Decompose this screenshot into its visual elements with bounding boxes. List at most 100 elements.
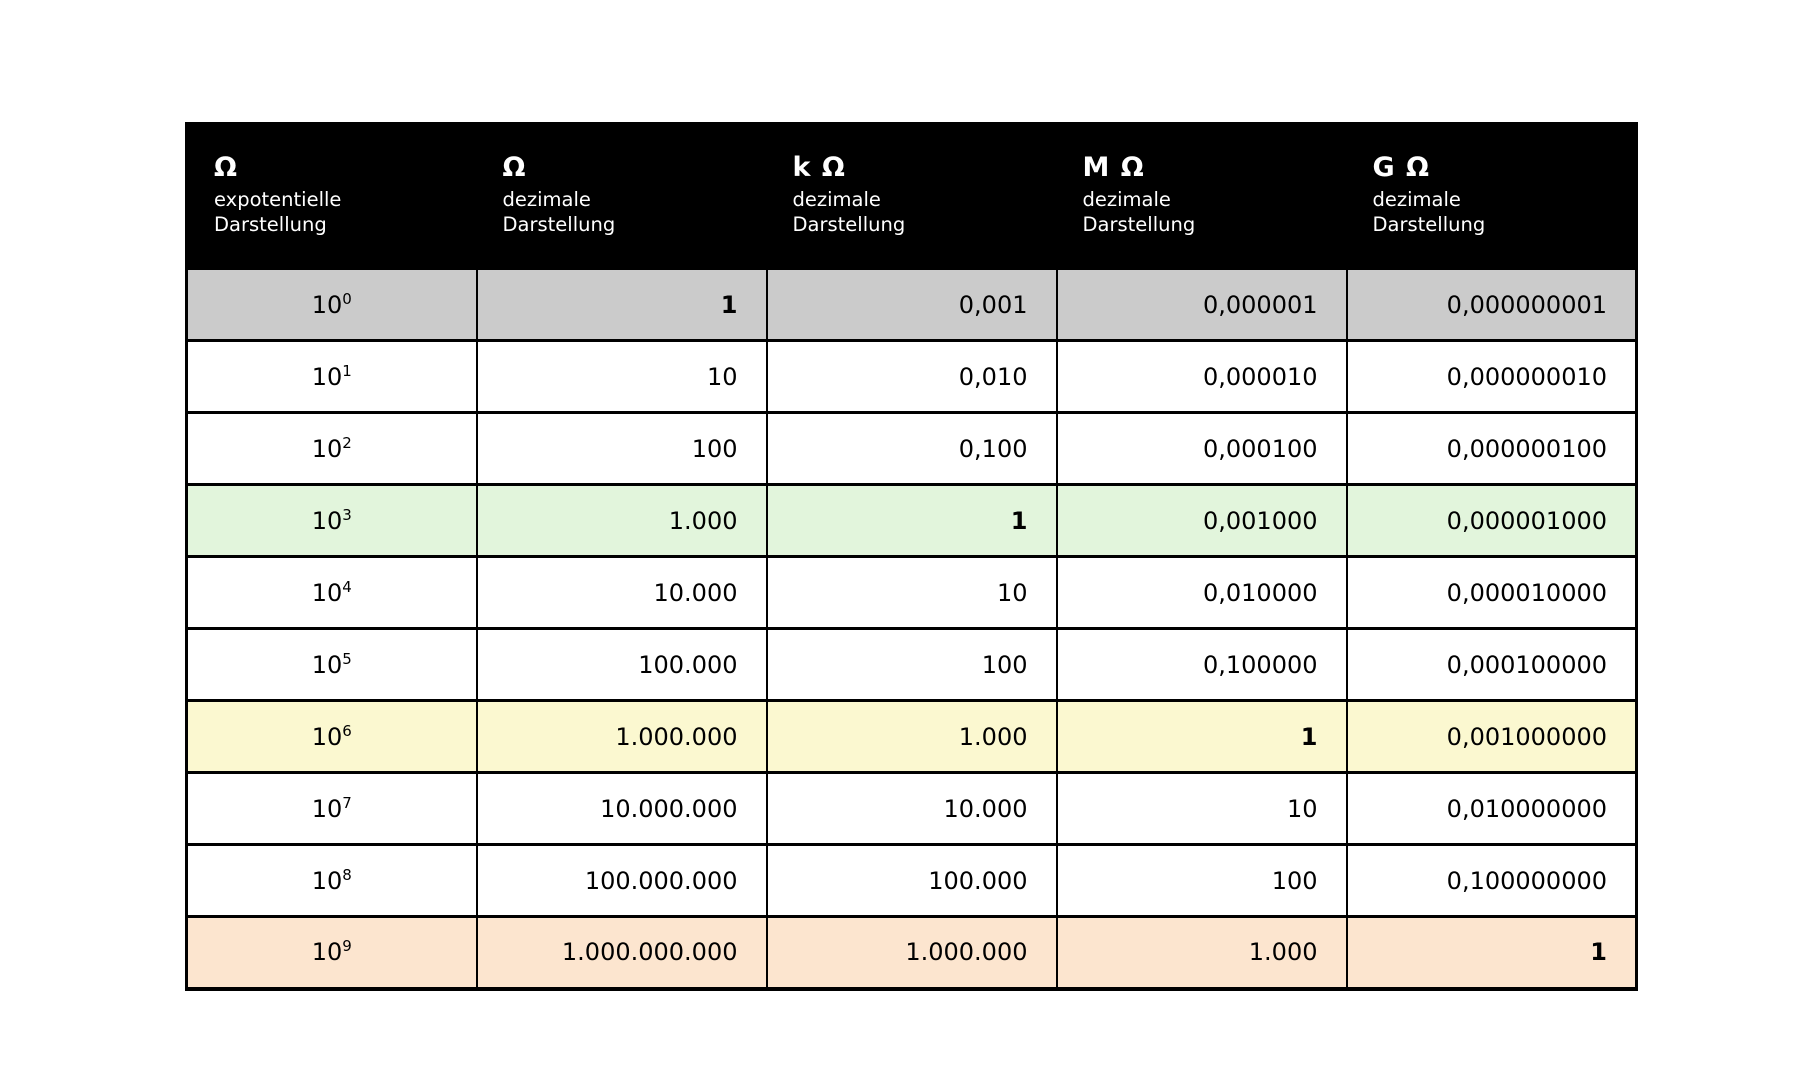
cell-exponential: 106 xyxy=(185,699,478,774)
cell-exponential: 100 xyxy=(185,267,478,342)
header-cell-kiloohm-decimal: k Ω dezimale Darstellung xyxy=(766,123,1057,269)
exp-base: 10 xyxy=(311,506,343,535)
cell-gigaohm: 0,100000000 xyxy=(1345,843,1638,918)
cell-gigaohm: 0,001000000 xyxy=(1345,699,1638,774)
cell-kiloohm: 1.000 xyxy=(765,699,1058,774)
table-row-10e9: 109 1.000.000.000 1.000.000 1.000 1 xyxy=(185,915,1638,990)
unit-symbol: G Ω xyxy=(1372,151,1431,183)
cell-ohm: 100.000 xyxy=(475,627,768,702)
exp-base: 10 xyxy=(311,794,343,823)
table-row-10e2: 102 100 0,100 0,000100 0,000000100 xyxy=(185,411,1638,486)
cell-exponential: 102 xyxy=(185,411,478,486)
cell-kiloohm: 0,001 xyxy=(765,267,1058,342)
cell-gigaohm: 0,000000100 xyxy=(1345,411,1638,486)
cell-kiloohm: 100 xyxy=(765,627,1058,702)
header-cell-ohm-decimal: Ω dezimale Darstellung xyxy=(476,123,767,269)
table-header: Ω expotentielle Darstellung Ω dezimale D… xyxy=(186,123,1637,269)
cell-megaohm: 1.000 xyxy=(1055,915,1348,990)
exp-superscript: 0 xyxy=(342,289,352,308)
exp-base: 10 xyxy=(311,866,343,895)
cell-kiloohm: 1.000.000 xyxy=(765,915,1058,990)
header-subtitle-line1: dezimale xyxy=(792,187,881,211)
cell-ohm: 10 xyxy=(475,339,768,414)
cell-kiloohm: 0,100 xyxy=(765,411,1058,486)
cell-megaohm: 0,010000 xyxy=(1055,555,1348,630)
cell-ohm: 1.000.000.000 xyxy=(475,915,768,990)
cell-exponential: 101 xyxy=(185,339,478,414)
cell-ohm: 100.000.000 xyxy=(475,843,768,918)
cell-kiloohm: 10 xyxy=(765,555,1058,630)
header-subtitle-line2: Darstellung xyxy=(792,212,906,236)
unit-symbol: Ω xyxy=(502,151,527,183)
header-cell-megaohm-decimal: M Ω dezimale Darstellung xyxy=(1056,123,1347,269)
cell-exponential: 104 xyxy=(185,555,478,630)
header-subtitle-line1: dezimale xyxy=(1372,187,1461,211)
header-subtitle-line2: Darstellung xyxy=(214,212,327,236)
cell-kiloohm: 10.000 xyxy=(765,771,1058,846)
header-subtitle-line1: dezimale xyxy=(1082,187,1171,211)
cell-ohm: 10.000 xyxy=(475,555,768,630)
cell-kiloohm: 1 xyxy=(765,483,1058,558)
header-subtitle-line2: Darstellung xyxy=(1372,212,1486,236)
cell-megaohm: 0,000010 xyxy=(1055,339,1348,414)
table-row-10e6: 106 1.000.000 1.000 1 0,001000000 xyxy=(185,699,1638,774)
unit-symbol: M Ω xyxy=(1082,151,1145,183)
exp-base: 10 xyxy=(311,290,343,319)
table-row-10e7: 107 10.000.000 10.000 10 0,010000000 xyxy=(185,771,1638,846)
exp-superscript: 6 xyxy=(342,721,352,740)
cell-ohm: 1.000 xyxy=(475,483,768,558)
exp-base: 10 xyxy=(311,362,343,391)
cell-megaohm: 1 xyxy=(1055,699,1348,774)
exp-superscript: 9 xyxy=(342,937,352,956)
exp-superscript: 2 xyxy=(342,433,352,452)
table-body: 100 1 0,001 0,000001 0,000000001 101 10 … xyxy=(185,267,1638,990)
cell-exponential: 105 xyxy=(185,627,478,702)
cell-gigaohm: 0,000000001 xyxy=(1345,267,1638,342)
cell-ohm: 10.000.000 xyxy=(475,771,768,846)
exp-superscript: 8 xyxy=(342,865,352,884)
header-subtitle-line2: Darstellung xyxy=(1082,212,1196,236)
cell-megaohm: 0,100000 xyxy=(1055,627,1348,702)
cell-megaohm: 0,000100 xyxy=(1055,411,1348,486)
unit-symbol: Ω xyxy=(214,151,238,183)
header-row: Ω expotentielle Darstellung Ω dezimale D… xyxy=(186,123,1637,269)
exp-superscript: 3 xyxy=(342,505,352,524)
exp-base: 10 xyxy=(311,938,343,967)
table-row-10e1: 101 10 0,010 0,000010 0,000000010 xyxy=(185,339,1638,414)
exp-superscript: 5 xyxy=(342,649,352,668)
cell-exponential: 108 xyxy=(185,843,478,918)
cell-exponential: 109 xyxy=(185,915,478,990)
exp-base: 10 xyxy=(311,578,343,607)
exp-base: 10 xyxy=(311,434,343,463)
table-row-10e4: 104 10.000 10 0,010000 0,000010000 xyxy=(185,555,1638,630)
exp-base: 10 xyxy=(311,650,343,679)
exp-superscript: 4 xyxy=(342,577,352,596)
cell-gigaohm: 0,000100000 xyxy=(1345,627,1638,702)
table-row-10e3: 103 1.000 1 0,001000 0,000001000 xyxy=(185,483,1638,558)
cell-megaohm: 0,001000 xyxy=(1055,483,1348,558)
cell-gigaohm: 0,000000010 xyxy=(1345,339,1638,414)
table-row-10e0: 100 1 0,001 0,000001 0,000000001 xyxy=(185,267,1638,342)
header-subtitle-line1: dezimale xyxy=(502,187,591,211)
exp-superscript: 1 xyxy=(342,361,352,380)
cell-ohm: 1 xyxy=(475,267,768,342)
cell-gigaohm: 1 xyxy=(1345,915,1638,990)
cell-kiloohm: 0,010 xyxy=(765,339,1058,414)
header-subtitle-line1: expotentielle xyxy=(214,187,342,211)
unit-symbol: k Ω xyxy=(792,151,846,183)
cell-megaohm: 0,000001 xyxy=(1055,267,1348,342)
cell-kiloohm: 100.000 xyxy=(765,843,1058,918)
header-cell-ohm-exponential: Ω expotentielle Darstellung xyxy=(186,123,477,269)
cell-megaohm: 10 xyxy=(1055,771,1348,846)
cell-ohm: 1.000.000 xyxy=(475,699,768,774)
cell-gigaohm: 0,000010000 xyxy=(1345,555,1638,630)
header-cell-gigaohm-decimal: G Ω dezimale Darstellung xyxy=(1346,123,1637,269)
exp-base: 10 xyxy=(311,722,343,751)
cell-megaohm: 100 xyxy=(1055,843,1348,918)
cell-exponential: 103 xyxy=(185,483,478,558)
table-row-10e5: 105 100.000 100 0,100000 0,000100000 xyxy=(185,627,1638,702)
header-subtitle-line2: Darstellung xyxy=(502,212,616,236)
ohm-conversion-table: Ω expotentielle Darstellung Ω dezimale D… xyxy=(185,122,1638,991)
cell-gigaohm: 0,000001000 xyxy=(1345,483,1638,558)
